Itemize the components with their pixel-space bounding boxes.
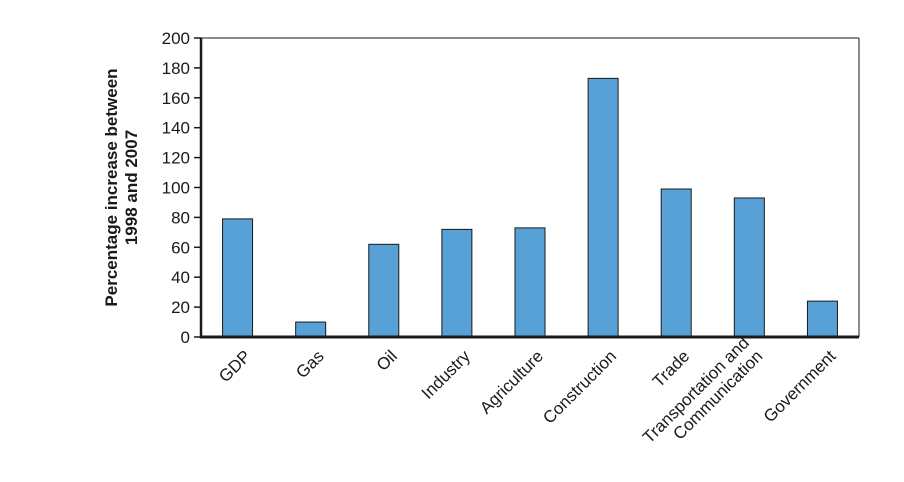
- bar: [368, 243, 400, 338]
- y-axis-ticks: 0 20 40 60 80 100 120 140 160 180 200: [162, 29, 201, 347]
- y-tick-label: 120: [162, 149, 190, 168]
- x-tick-label: Oil: [373, 347, 401, 375]
- x-tick-label: GDP: [215, 347, 254, 386]
- bar: [660, 188, 692, 338]
- y-tick-label: 80: [171, 208, 190, 227]
- y-tick-label: 60: [171, 238, 190, 257]
- x-tick-label: Construction: [539, 347, 620, 428]
- bar: [295, 321, 327, 338]
- bar: [587, 77, 619, 338]
- bar: [514, 227, 546, 338]
- bar: [733, 197, 765, 338]
- x-tick-label: Agriculture: [476, 347, 547, 418]
- y-axis-title: Percentage increase between1998 and 2007: [102, 68, 141, 306]
- y-tick-label: 0: [181, 328, 190, 347]
- x-axis-labels: GDP Gas Oil Industry AgricultureConstruction…: [215, 333, 840, 460]
- y-tick-label: 200: [162, 29, 190, 48]
- x-tick-label: Trade: [649, 347, 693, 391]
- x-tick-label: Government: [760, 346, 840, 426]
- bar: [806, 300, 838, 338]
- x-tick-label: Gas: [292, 347, 327, 382]
- y-tick-label: 180: [162, 59, 190, 78]
- y-tick-label: 100: [162, 179, 190, 198]
- x-tick-label: Industry: [418, 346, 475, 403]
- plot-frame: [199, 37, 860, 339]
- y-axis-title-text: Percentage increase between1998 and 2007: [102, 68, 141, 306]
- y-tick-label: 40: [171, 268, 190, 287]
- y-tick-label: 140: [162, 119, 190, 138]
- x-tick-label: Transportation andCommunication: [639, 333, 766, 460]
- bar: [441, 228, 473, 338]
- y-tick-label: 20: [171, 298, 190, 317]
- bars: [222, 77, 838, 338]
- bar: [222, 218, 254, 338]
- y-tick-label: 160: [162, 89, 190, 108]
